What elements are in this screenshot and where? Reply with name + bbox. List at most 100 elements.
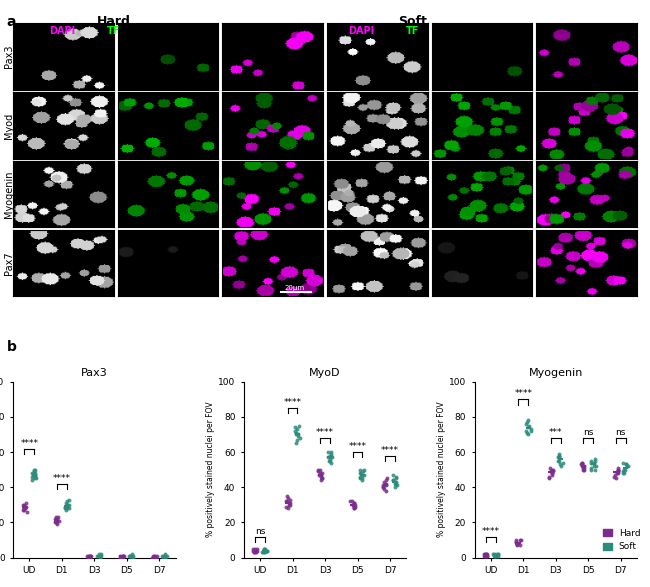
- Point: [282, 497, 293, 506]
- Point: [590, 465, 601, 474]
- Point: [290, 423, 300, 432]
- Point: [349, 504, 359, 513]
- Text: DAPI: DAPI: [348, 26, 374, 36]
- Point: [61, 498, 72, 508]
- Point: [84, 551, 95, 561]
- Point: [554, 451, 565, 460]
- Point: [610, 470, 620, 480]
- Point: [390, 477, 400, 487]
- Point: [151, 551, 162, 561]
- Point: [619, 468, 629, 478]
- Point: [82, 551, 92, 561]
- Point: [291, 430, 302, 439]
- Point: [512, 539, 523, 548]
- Point: [590, 454, 600, 464]
- Point: [248, 546, 258, 555]
- Point: [249, 546, 259, 555]
- Point: [350, 500, 360, 510]
- Point: [313, 467, 323, 476]
- Point: [292, 431, 303, 441]
- Point: [60, 504, 71, 513]
- Point: [481, 549, 491, 559]
- Point: [589, 458, 599, 467]
- Point: [118, 551, 129, 561]
- Point: [554, 449, 564, 458]
- Point: [83, 553, 94, 562]
- Y-axis label: Pax3: Pax3: [4, 45, 14, 68]
- Point: [252, 546, 262, 555]
- Point: [95, 551, 105, 561]
- Point: [83, 551, 94, 561]
- Point: [589, 461, 599, 471]
- Point: [29, 465, 40, 474]
- Point: [252, 544, 262, 554]
- Point: [315, 468, 326, 478]
- Point: [159, 551, 170, 561]
- Point: [54, 516, 64, 525]
- Point: [322, 453, 333, 462]
- Point: [612, 467, 623, 476]
- Point: [160, 551, 170, 561]
- Point: [391, 479, 401, 488]
- Point: [380, 486, 391, 495]
- Point: [324, 456, 334, 465]
- Point: [380, 484, 390, 494]
- Point: [125, 551, 135, 561]
- Point: [348, 500, 358, 510]
- Text: ****: ****: [316, 428, 334, 437]
- Point: [51, 514, 62, 524]
- Y-axis label: % positively stained nuclei per FOV: % positively stained nuclei per FOV: [437, 402, 446, 538]
- Point: [292, 435, 302, 444]
- Point: [149, 553, 159, 562]
- Point: [62, 500, 72, 510]
- Point: [95, 551, 105, 561]
- Point: [150, 551, 160, 561]
- Text: ns: ns: [255, 527, 265, 536]
- Text: TF: TF: [107, 26, 120, 36]
- Point: [20, 502, 30, 511]
- Point: [313, 465, 324, 474]
- Point: [493, 551, 503, 561]
- Point: [493, 549, 503, 559]
- Text: b: b: [6, 340, 16, 355]
- Y-axis label: Myod: Myod: [4, 112, 14, 139]
- Point: [284, 500, 294, 510]
- Point: [392, 481, 402, 490]
- Point: [315, 465, 325, 474]
- Point: [525, 424, 536, 434]
- Point: [544, 472, 554, 481]
- Point: [149, 553, 159, 562]
- Point: [523, 428, 533, 437]
- Point: [283, 493, 293, 502]
- Point: [544, 474, 554, 483]
- Point: [391, 477, 401, 487]
- Text: TF: TF: [406, 26, 419, 36]
- Text: ****: ****: [381, 446, 399, 455]
- Point: [250, 544, 261, 554]
- Point: [488, 549, 499, 559]
- Point: [27, 472, 38, 481]
- Point: [391, 474, 401, 483]
- Point: [62, 504, 72, 513]
- Point: [391, 472, 402, 481]
- Point: [317, 474, 328, 483]
- Point: [609, 472, 619, 481]
- Point: [84, 553, 95, 562]
- Point: [317, 468, 327, 478]
- Point: [524, 421, 534, 430]
- Point: [521, 419, 531, 429]
- Point: [18, 500, 29, 510]
- Point: [29, 474, 39, 483]
- Point: [151, 553, 161, 562]
- Point: [292, 424, 302, 434]
- Point: [51, 516, 61, 525]
- Point: [381, 475, 391, 485]
- Point: [147, 553, 157, 562]
- Point: [324, 451, 335, 460]
- Point: [512, 541, 522, 550]
- Point: [612, 468, 622, 478]
- Point: [62, 500, 72, 510]
- Point: [523, 423, 533, 432]
- Point: [378, 483, 388, 492]
- Point: [577, 460, 588, 469]
